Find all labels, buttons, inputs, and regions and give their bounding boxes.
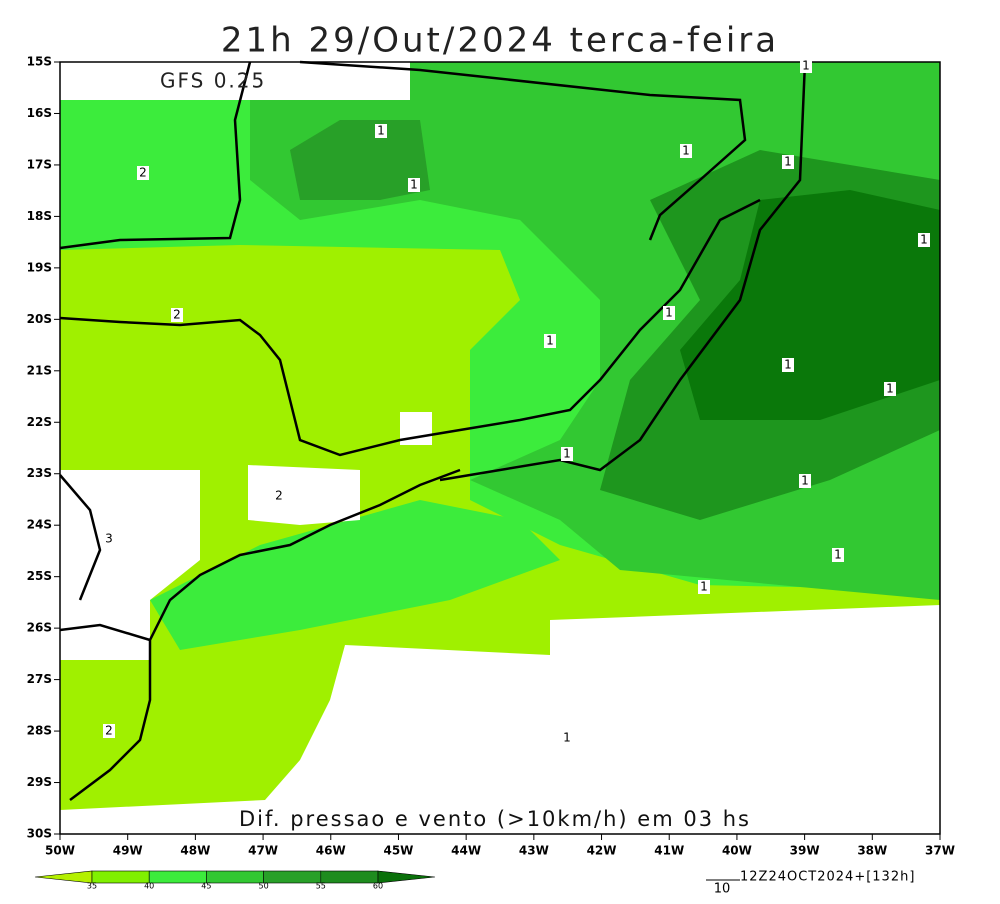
- colorbar-segment: [263, 870, 322, 884]
- colorbar-label: 50: [259, 882, 269, 891]
- y-tick-label: 15S: [27, 55, 52, 69]
- x-tick-label: 43W: [519, 844, 549, 858]
- contour-label-box: [918, 233, 930, 247]
- borders: [59, 60, 807, 801]
- x-tick-label: 44W: [451, 844, 481, 858]
- x-tick-label: 48W: [180, 844, 210, 858]
- y-tick-label: 18S: [27, 209, 52, 223]
- x-tick-label: 46W: [316, 844, 346, 858]
- axis-ticks: 15S 16S 17S 18S 19S 20S 21S 22S 23S 24S 25S 26S 27S 2…: [27, 55, 955, 858]
- y-tick-label: 28S: [27, 724, 52, 738]
- x-tick-label: 39W: [790, 844, 820, 858]
- colorbar-label: 55: [316, 882, 326, 891]
- colorbar-low: [34, 870, 93, 884]
- contour-label-box: [375, 124, 387, 138]
- contour-label: 1: [682, 144, 690, 158]
- contour-label-box: [782, 358, 794, 372]
- contour-label: 1: [801, 474, 809, 488]
- contour-label: 3: [105, 532, 113, 546]
- colorbar-label: 60: [373, 882, 383, 891]
- contour-label-box: [408, 178, 420, 192]
- y-tick-label: 16S: [27, 106, 52, 120]
- contour-label: 1: [920, 233, 928, 247]
- y-tick-label: 20S: [27, 312, 52, 326]
- contour-label: 1: [784, 358, 792, 372]
- contour-label-box: [103, 724, 115, 738]
- caption: Dif. pressao e vento (>10km/h) em 03 hs: [239, 807, 751, 831]
- contour-label: 1: [377, 124, 385, 138]
- contour-label: 1: [886, 382, 894, 396]
- contour-label: 1: [410, 178, 418, 192]
- contour-label: 1: [546, 334, 554, 348]
- contour-label: 2: [105, 724, 113, 738]
- x-tick-label: 42W: [587, 844, 617, 858]
- contour-label-box: [663, 306, 675, 320]
- contour-label-box: [799, 474, 811, 488]
- title: 21h 29/Out/2024 terca-feira: [221, 21, 779, 61]
- y-tick-label: 26S: [27, 621, 52, 635]
- x-tick-label: 37W: [925, 844, 955, 858]
- contour-label-box: [561, 731, 573, 745]
- colorbar-high: [377, 870, 436, 884]
- x-tick-label: 40W: [722, 844, 752, 858]
- plot-frame: [59, 61, 941, 835]
- contour-label-box: [561, 447, 573, 461]
- y-tick-label: 17S: [27, 157, 52, 171]
- run-info: 12Z24OCT2024+[132h]: [740, 870, 915, 885]
- x-tick-label: 50W: [45, 844, 75, 858]
- x-tick-label: 47W: [248, 844, 278, 858]
- contour-label: 1: [563, 731, 571, 745]
- colorbar-label: 35: [87, 882, 97, 891]
- y-tick-label: 23S: [27, 466, 52, 480]
- model-label: GFS 0.25: [160, 69, 266, 93]
- contour-label-box: [103, 532, 115, 546]
- contour-labels: 1 1 2 1 1 1 1 2 1 1 1 1 1 1 2 3 1 1 2 1: [103, 59, 930, 745]
- contour-label: 1: [802, 59, 810, 73]
- contour-label-box: [782, 155, 794, 169]
- contour-label-box: [698, 580, 710, 594]
- contour-label: 2: [139, 166, 147, 180]
- contour-label-box: [137, 166, 149, 180]
- x-tick-label: 49W: [113, 844, 143, 858]
- colorbar-label: 40: [144, 882, 154, 891]
- contour-label-box: [832, 548, 844, 562]
- y-tick-label: 27S: [27, 672, 52, 686]
- contour-label-box: [544, 334, 556, 348]
- x-tick-label: 45W: [383, 844, 413, 858]
- contour-label-box: [680, 144, 692, 158]
- y-tick-label: 19S: [27, 260, 52, 274]
- contour-label: 1: [665, 306, 673, 320]
- contour-label-box: [171, 308, 183, 322]
- contour-label: 1: [834, 548, 842, 562]
- contour-label: 2: [275, 489, 283, 503]
- x-tick-label: 38W: [857, 844, 887, 858]
- y-tick-label: 24S: [27, 518, 52, 532]
- y-tick-label: 22S: [27, 415, 52, 429]
- colorbar-label: 45: [201, 882, 211, 891]
- pressure-fill: [60, 62, 940, 810]
- contour-label-box: [884, 382, 896, 396]
- colorbar-segment: [206, 870, 264, 884]
- colorbar-segment: [91, 870, 150, 884]
- y-tick-label: 21S: [27, 363, 52, 377]
- x-tick-label: 41W: [654, 844, 684, 858]
- contour-label: 1: [784, 155, 792, 169]
- y-tick-label: 25S: [27, 569, 52, 583]
- contour-label: 1: [563, 447, 571, 461]
- contour-label-box: [273, 489, 285, 503]
- contour-label-box: [800, 59, 812, 73]
- y-tick-label: 30S: [27, 827, 52, 841]
- colorbar-segment: [320, 870, 379, 884]
- contour-label: 2: [173, 308, 181, 322]
- contour-label: 1: [700, 580, 708, 594]
- y-tick-label: 29S: [27, 775, 52, 789]
- colorbar-segment: [148, 870, 207, 884]
- wind-reference: 10: [714, 882, 731, 897]
- colorbar: 35 40 45 50 55 60: [34, 870, 436, 891]
